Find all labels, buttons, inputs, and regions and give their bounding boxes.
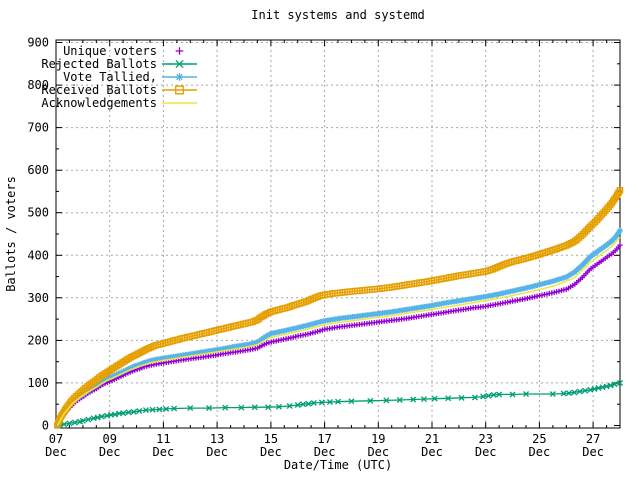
svg-text:09: 09 <box>102 432 116 446</box>
series-layer <box>54 186 624 429</box>
svg-text:27: 27 <box>586 432 600 446</box>
svg-text:07: 07 <box>49 432 63 446</box>
series-acknowledgements <box>56 236 621 426</box>
svg-text:Dec: Dec <box>45 445 67 459</box>
y-tick-label: 100 <box>27 376 49 390</box>
legend-entry-unique-voters: Unique voters <box>63 44 184 58</box>
y-tick-label: 300 <box>27 291 49 305</box>
svg-text:Dec: Dec <box>367 445 389 459</box>
svg-text:17: 17 <box>317 432 331 446</box>
svg-text:Dec: Dec <box>99 445 121 459</box>
svg-text:Dec: Dec <box>421 445 443 459</box>
legend-label: Acknowledgements <box>41 96 157 110</box>
chart-title: Init systems and systemd <box>251 8 424 22</box>
cross-marker-icon <box>175 59 184 69</box>
y-tick-label: 600 <box>27 163 49 177</box>
legend-entry-rejected-ballots: Rejected Ballots <box>41 57 197 71</box>
svg-text:Dec: Dec <box>153 445 175 459</box>
svg-text:Dec: Dec <box>314 445 336 459</box>
y-tick-label: 700 <box>27 121 49 135</box>
legend-label: Unique voters <box>63 44 157 58</box>
axes-ticks-layer: 07Dec09Dec11Dec13Dec15Dec17Dec19Dec21Dec… <box>27 36 620 459</box>
svg-text:21: 21 <box>425 432 439 446</box>
y-tick-label: 0 <box>42 419 49 433</box>
svg-text:Dec: Dec <box>475 445 497 459</box>
legend-entry-received-ballots: Received Ballots <box>41 83 197 97</box>
y-axis-label: Ballots / voters <box>4 176 18 292</box>
legend-entry-acknowledgements: Acknowledgements <box>41 96 197 110</box>
legend-entry-vote-tallied: Vote Tallied, <box>63 70 197 84</box>
x-axis-label: Date/Time (UTC) <box>284 458 392 472</box>
svg-text:19: 19 <box>371 432 385 446</box>
svg-text:Dec: Dec <box>260 445 282 459</box>
y-tick-label: 800 <box>27 78 49 92</box>
svg-text:Dec: Dec <box>582 445 604 459</box>
series-received-ballots <box>54 186 624 429</box>
asterisk-marker-icon <box>175 73 184 81</box>
svg-text:13: 13 <box>210 432 224 446</box>
y-tick-label: 500 <box>27 206 49 220</box>
legend-label: Received Ballots <box>41 83 157 97</box>
plus-marker-icon <box>175 47 184 55</box>
legend-label: Rejected Ballots <box>41 57 157 71</box>
svg-text:23: 23 <box>478 432 492 446</box>
legend-label: Vote Tallied, <box>63 70 157 84</box>
square-marker-icon <box>175 85 184 95</box>
svg-text:25: 25 <box>532 432 546 446</box>
svg-text:Dec: Dec <box>529 445 551 459</box>
svg-text:Dec: Dec <box>206 445 228 459</box>
y-tick-label: 400 <box>27 248 49 262</box>
svg-text:11: 11 <box>156 432 170 446</box>
y-tick-label: 200 <box>27 333 49 347</box>
svg-text:15: 15 <box>264 432 278 446</box>
y-tick-label: 900 <box>27 36 49 50</box>
